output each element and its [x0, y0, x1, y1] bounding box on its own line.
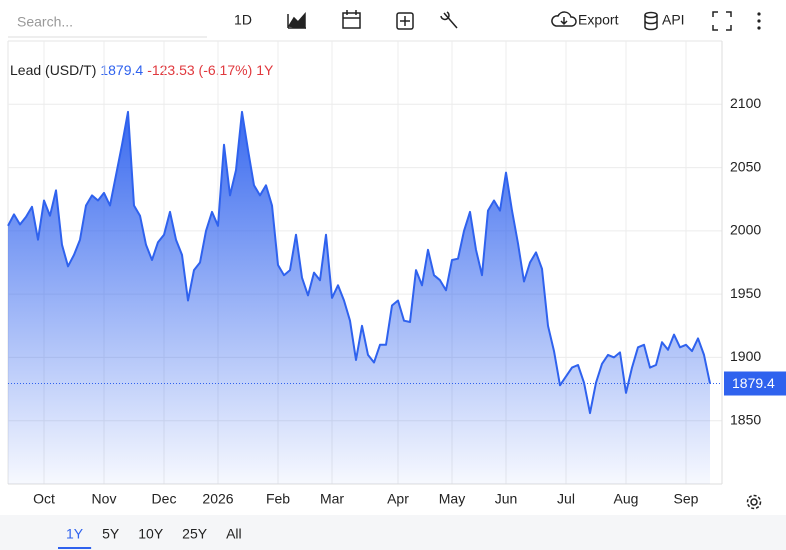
- range-buttons: 1Y 5Y 10Y 25Y All: [58, 526, 242, 549]
- x-tick-label: Sep: [674, 491, 699, 507]
- title: Lead (USD/T): [10, 62, 96, 78]
- x-tick-label: Dec: [152, 491, 177, 507]
- range-button[interactable]: 10Y: [138, 526, 164, 542]
- last-price: 1879.4: [100, 62, 143, 78]
- x-tick-label: Feb: [266, 491, 290, 507]
- chart-type-button[interactable]: [287, 12, 306, 29]
- x-tick-label: Aug: [614, 491, 639, 507]
- plot-area: 1850 1900 1950 2000 2050 2100 Oct Nov Dec 2026 Feb…: [7, 40, 786, 507]
- x-tick-label: Apr: [387, 491, 409, 507]
- x-tick-label: Nov: [92, 491, 117, 507]
- calendar-button[interactable]: [342, 10, 361, 29]
- area: [8, 111, 710, 485]
- menu-button[interactable]: [757, 12, 761, 30]
- search-box[interactable]: Search...: [17, 14, 73, 30]
- range-button[interactable]: 1Y: [66, 526, 84, 542]
- interval-button[interactable]: 1D: [234, 12, 252, 28]
- y-tick-label: 2000: [730, 222, 761, 238]
- tools-button[interactable]: [440, 11, 458, 29]
- export-icon[interactable]: [551, 11, 577, 27]
- y-tick-label: 2100: [730, 95, 761, 111]
- last-price-tag: [724, 371, 786, 396]
- change: -123.53 (-6.17%): [147, 62, 252, 78]
- range-button[interactable]: All: [226, 526, 242, 542]
- x-tick-label: Mar: [320, 491, 344, 507]
- range-bar: [0, 515, 786, 550]
- x-tick-label: Jun: [495, 491, 518, 507]
- x-tick-label: May: [439, 491, 465, 507]
- y-tick-label: 1950: [730, 285, 761, 301]
- range-button[interactable]: 5Y: [102, 526, 120, 542]
- range-button[interactable]: 25Y: [182, 526, 208, 542]
- x-tick-label: 2026: [202, 491, 233, 507]
- chart-title: Lead (USD/T) 1879.4 -123.53 (-6.17%) 1Y: [10, 62, 274, 78]
- export-button[interactable]: Export: [578, 12, 619, 28]
- settings-button[interactable]: [746, 494, 762, 510]
- period: 1Y: [256, 62, 274, 78]
- add-button[interactable]: [396, 12, 414, 30]
- y-tick-label: 2050: [730, 158, 761, 174]
- x-tick-label: Oct: [33, 491, 55, 507]
- y-tick-label: 1850: [730, 411, 761, 427]
- fullscreen-button[interactable]: [712, 11, 732, 31]
- api-icon[interactable]: [644, 11, 658, 31]
- y-tick-label: 1900: [730, 348, 761, 364]
- line: [7, 110, 711, 415]
- x-tick-label: Jul: [557, 491, 575, 507]
- last-price-label: 1879.4: [732, 375, 775, 391]
- api-button[interactable]: API: [662, 12, 685, 28]
